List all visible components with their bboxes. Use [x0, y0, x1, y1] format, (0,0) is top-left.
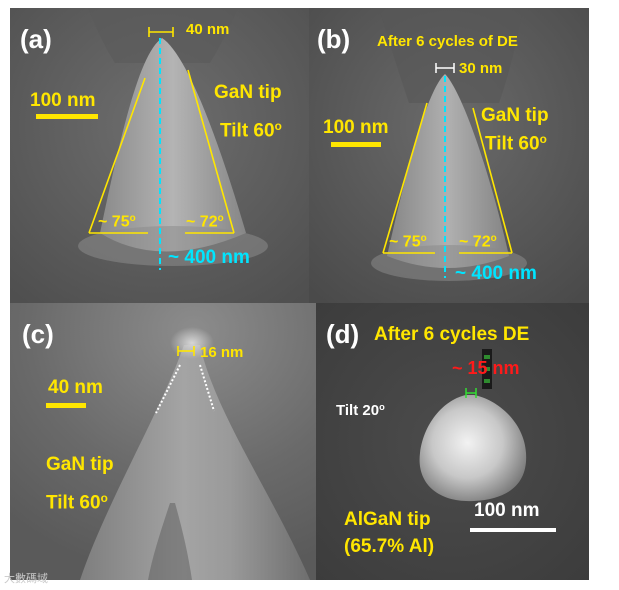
angle-right-label-b: ~ 72o: [459, 233, 497, 251]
angle-left-label-a: ~ 75o: [98, 213, 136, 231]
scale-bar-a: [36, 114, 98, 119]
scale-bar-c: [46, 403, 86, 408]
scale-bar-d: [470, 528, 556, 532]
material-label-d: AlGaN tip: [344, 509, 431, 530]
panel-label-c: (c): [22, 319, 54, 349]
tip-width-label-a: 40 nm: [186, 21, 230, 38]
sem-image-c: [10, 303, 316, 580]
scale-bar-label-b: 100 nm: [323, 117, 389, 138]
panel-label-b: (b): [317, 24, 351, 54]
height-label-a: ~ 400 nm: [168, 247, 250, 268]
panel-d: (d) After 6 cycles DE ~ 15 nm Tilt 20o 1…: [316, 303, 589, 580]
sem-image-d: [316, 303, 589, 580]
angle-right-label-a: ~ 72o: [186, 213, 224, 231]
material-label-a: GaN tip: [214, 82, 282, 103]
tip-width-label-c: 16 nm: [200, 344, 244, 361]
watermark: 大數碼域: [4, 572, 48, 585]
composition-label-d: (65.7% Al): [344, 536, 435, 557]
panel-c: (c) 16 nm 40 nm GaN tip Tilt 60o: [10, 303, 316, 580]
panel-title-b: After 6 cycles of DE: [377, 33, 518, 50]
panel-a: (a) 40 nm 100 nm GaN tip Tilt 60o ~ 75o …: [10, 8, 310, 303]
sem-image-b: [309, 8, 589, 303]
scale-bar-label-a: 100 nm: [30, 90, 96, 111]
tilt-label-c: Tilt 60o: [46, 492, 108, 514]
panel-label-d: (d): [326, 319, 360, 349]
annotation-overlay-c: [155, 346, 215, 414]
angle-left-label-b: ~ 75o: [389, 233, 427, 251]
tilt-label-d: Tilt 20o: [336, 402, 385, 420]
panel-label-a: (a): [20, 24, 52, 54]
material-label-c: GaN tip: [46, 454, 114, 475]
annotation-overlay-a: [88, 27, 235, 270]
material-label-b: GaN tip: [481, 105, 549, 126]
scale-bar-label-d: 100 nm: [474, 500, 540, 521]
scale-bar-label-c: 40 nm: [48, 377, 103, 398]
panel-b: (b) After 6 cycles of DE 30 nm 100 nm Ga…: [309, 8, 589, 303]
annotation-overlay-b: [382, 63, 513, 278]
tilt-label-b: Tilt 60o: [485, 133, 547, 155]
scale-bar-b: [331, 142, 381, 147]
tip-width-label-b: 30 nm: [459, 60, 503, 77]
tilt-label-a: Tilt 60o: [220, 120, 282, 142]
tip-width-label-d: ~ 15 nm: [452, 358, 520, 378]
height-label-b: ~ 400 nm: [455, 263, 537, 284]
panel-title-d: After 6 cycles DE: [374, 324, 530, 345]
